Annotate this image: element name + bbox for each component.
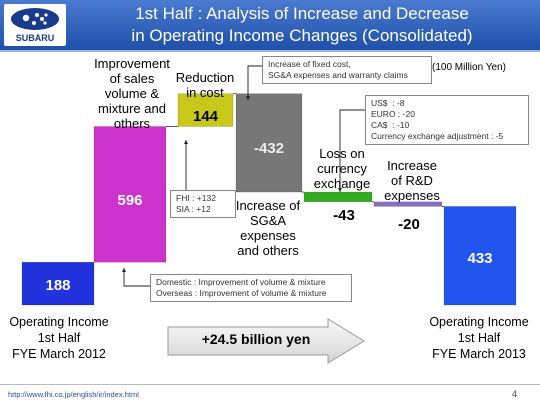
value-label-sga: -432	[253, 139, 285, 157]
label-currency: Loss on currency exchange	[304, 146, 380, 191]
bar-start	[21, 261, 95, 306]
label-improvement-l5: others	[113, 116, 151, 131]
note-fhi: FHI : +132	[176, 193, 216, 203]
note-sia: SIA : +12	[176, 204, 211, 214]
bar-end	[443, 206, 517, 306]
label-currency-l2: currency	[317, 161, 367, 176]
label-sga: Increase of SG&A expenses and others	[228, 198, 308, 258]
header-bar	[0, 0, 540, 52]
label-improvement-l2: of sales	[109, 71, 155, 86]
value-label-rd: -20	[398, 216, 420, 233]
note-cost-breakdown: FHI : +132 SIA : +12	[170, 190, 236, 218]
brand-text: SUBARU	[16, 33, 55, 43]
label-start: Operating Income 1st Half FYE March 2012	[0, 314, 118, 362]
value-label-improvement: 596	[117, 191, 143, 209]
bar-reduction	[177, 93, 234, 127]
pointer-line	[123, 268, 150, 287]
arrowhead-icon	[246, 95, 250, 100]
note-currency-ca: CA$ : -10	[371, 120, 410, 130]
page-title: 1st Half : Analysis of Increase and Decr…	[72, 3, 532, 47]
bar-currency	[303, 191, 373, 203]
note-fixed-cost-l2: SG&A expenses and warranty claims	[268, 70, 408, 80]
label-improvement-l3: volume &	[104, 86, 160, 101]
page-number: 4	[512, 389, 518, 399]
pointer-line	[339, 109, 365, 192]
value-label-currency: -43	[333, 207, 355, 224]
pointer-line	[247, 65, 262, 100]
subaru-logo-icon: SUBARU	[11, 8, 59, 43]
label-sga-l3: expenses	[240, 228, 296, 243]
title-line-2: in Operating Income Changes (Consolidate…	[131, 26, 473, 45]
arrowhead-icon	[122, 268, 126, 273]
subaru-logo: SUBARU	[4, 4, 66, 46]
label-end-l1: Operating Income	[429, 315, 529, 329]
label-reduction-l1: Reduction	[175, 70, 235, 85]
note-currency-euro: EURO : -20	[371, 109, 415, 119]
value-label-end: 433	[467, 249, 493, 267]
label-rd-l2: of R&D	[391, 173, 433, 188]
label-sga-l2: SG&A	[249, 213, 287, 228]
label-improvement: Improvement of sales volume & mixture an…	[84, 56, 180, 131]
value-label-reduction: 144	[192, 107, 219, 125]
unit-label: (100 Million Yen)	[432, 62, 506, 73]
label-rd-l1: Increase	[387, 158, 437, 173]
note-domestic: Domestic : Improvement of volume & mixtu…	[156, 277, 326, 287]
label-end-l3: FYE March 2013	[432, 347, 526, 361]
note-volume-mixture: Domestic : Improvement of volume & mixtu…	[150, 274, 352, 302]
note-fixed-cost-l1: Increase of fixed cost,	[268, 59, 351, 69]
label-end: Operating Income 1st Half FYE March 2013	[418, 314, 540, 362]
note-currency: US$ : -8 EURO : -20 CA$ : -10 Currency e…	[365, 95, 529, 145]
label-start-l2: 1st Half	[37, 331, 81, 345]
footer-divider	[0, 384, 540, 385]
arrowhead-icon	[338, 187, 342, 192]
footer-url[interactable]: http://www.fhi.co.jp/english/ir/index.ht…	[8, 390, 139, 399]
label-reduction-l2: in cost	[186, 85, 224, 100]
arrow-text: +24.5 billion yen	[201, 331, 311, 347]
label-improvement-l4: mixture and	[98, 101, 166, 116]
label-rd: Increase of R&D expenses	[374, 158, 450, 203]
label-sga-l1: Increase of	[235, 198, 301, 213]
bar-rd	[373, 201, 443, 207]
label-currency-l3: exchange	[313, 176, 371, 191]
value-label-start: 188	[45, 276, 71, 294]
big-arrow-icon	[167, 318, 365, 364]
label-sga-l4: and others	[237, 243, 299, 258]
label-start-l1: Operating Income	[9, 315, 109, 329]
bar-sga	[235, 93, 303, 193]
label-start-l3: FYE March 2012	[12, 347, 106, 361]
label-improvement-l1: Improvement	[94, 56, 170, 71]
arrowhead-icon	[184, 140, 188, 145]
label-rd-l3: expenses	[384, 188, 440, 203]
note-overseas: Overseas : Improvement of volume & mixtu…	[156, 288, 327, 298]
title-line-1: 1st Half : Analysis of Increase and Decr…	[135, 4, 469, 23]
note-fixed-cost: Increase of fixed cost, SG&A expenses an…	[262, 56, 432, 84]
label-end-l2: 1st Half	[457, 331, 501, 345]
label-reduction: Reduction in cost	[164, 70, 246, 100]
label-currency-l1: Loss on	[319, 146, 365, 161]
bar-improvement	[93, 126, 167, 263]
note-currency-adj: Currency exchange adjustment : -5	[371, 131, 504, 141]
note-currency-us: US$ : -8	[371, 98, 405, 108]
